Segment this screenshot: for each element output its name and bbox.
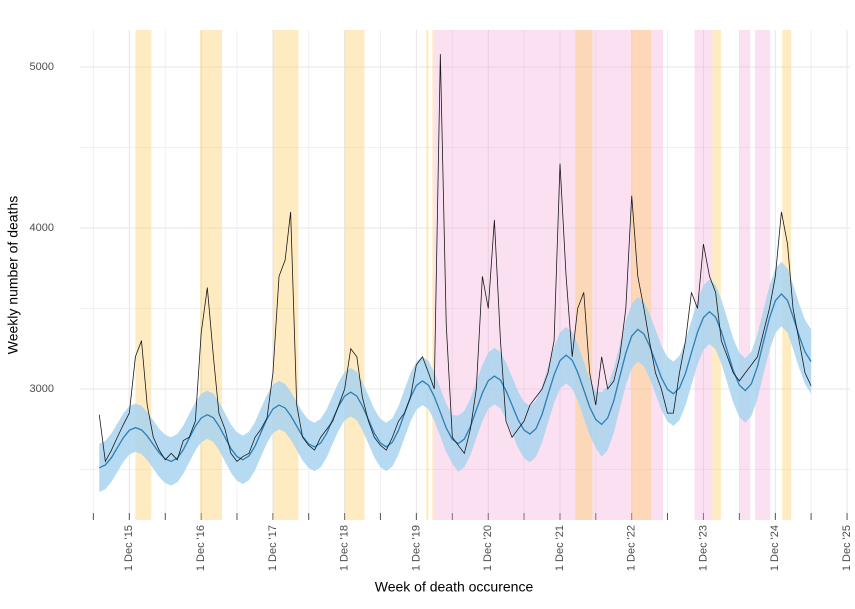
observed-line: [98, 54, 812, 463]
y-axis-title: Weekly number of deaths: [5, 196, 21, 355]
x-tick-label: 1 Dec '25: [841, 525, 853, 571]
x-tick-label: 1 Dec '20: [482, 525, 494, 571]
x-tick-label: 1 Dec '17: [267, 525, 279, 571]
shaded-period: [755, 30, 771, 520]
y-tick-label: 5000: [30, 61, 54, 73]
shaded-period: [739, 30, 751, 520]
x-tick-label: 1 Dec '22: [626, 525, 638, 571]
shaded-period: [712, 30, 721, 520]
shaded-period: [135, 30, 152, 520]
x-tick-label: 1 Dec '24: [769, 525, 781, 571]
shaded-period: [694, 30, 713, 520]
y-tick-label: 4000: [30, 222, 54, 234]
x-tick-label: 1 Dec '18: [339, 525, 351, 571]
shaded-period: [426, 30, 429, 520]
x-tick-label: 1 Dec '21: [554, 525, 566, 571]
y-tick-label: 3000: [30, 383, 54, 395]
x-tick-label: 1 Dec '15: [123, 525, 135, 571]
x-axis-title: Week of death occurence: [375, 579, 534, 595]
shaded-period: [432, 30, 435, 520]
confidence-band: [99, 261, 812, 492]
shaded-period: [575, 30, 593, 520]
x-tick-label: 1 Dec '23: [697, 525, 709, 571]
x-tick-label: 1 Dec '16: [195, 525, 207, 571]
shaded-period: [631, 30, 652, 520]
x-tick-label: 1 Dec '19: [410, 525, 422, 571]
shaded-period: [344, 30, 365, 520]
